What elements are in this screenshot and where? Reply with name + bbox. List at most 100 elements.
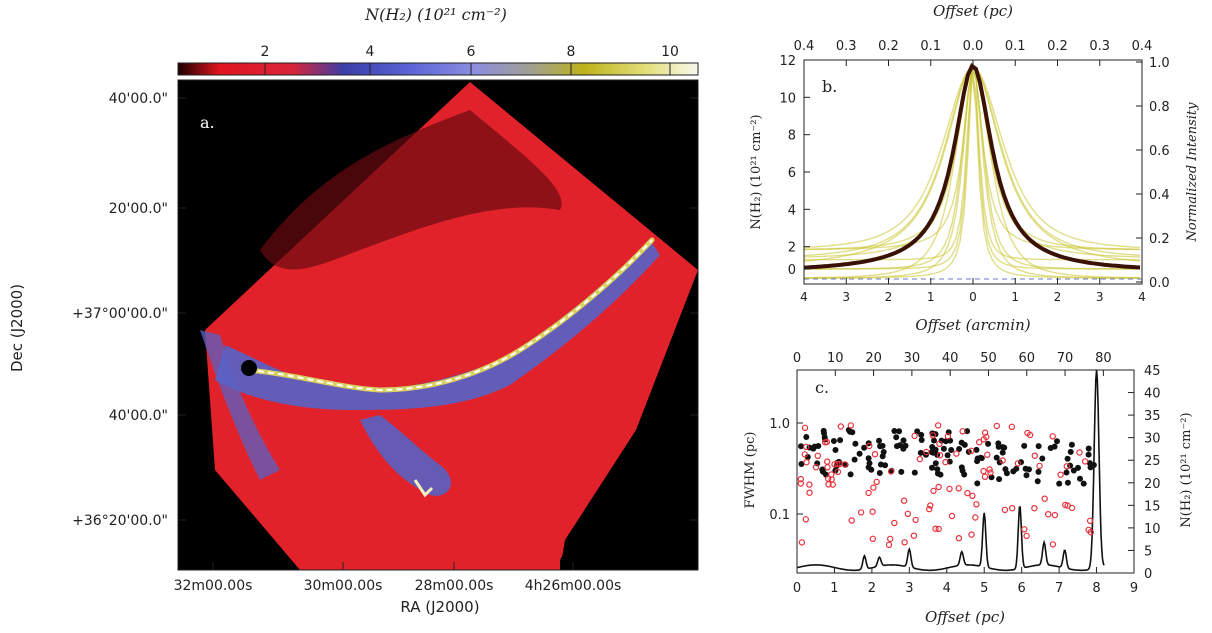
fwhm-point-black — [1018, 459, 1024, 466]
colorbar-tick-label: 2 — [261, 44, 270, 60]
panel-c-top-tick: 50 — [980, 351, 997, 366]
fwhm-point-black — [911, 469, 918, 476]
panel-b-left-tick: 10 — [779, 91, 796, 106]
fwhm-point-black — [929, 444, 936, 450]
fwhm-point-red — [942, 458, 949, 466]
fwhm-point-black — [944, 452, 951, 459]
fwhm-point-red — [1068, 504, 1076, 512]
fwhm-point-red — [866, 442, 873, 450]
fwhm-point-red — [993, 422, 1001, 430]
fwhm-point-red — [901, 539, 908, 546]
fwhm-point-black — [937, 471, 944, 478]
fwhm-point-black — [898, 468, 905, 475]
ra-tick-labels: 32m00.00s 30m00.00s 28m00.00s 4h26m00.00s — [174, 562, 621, 594]
panel-b-top-tick: 0.4 — [794, 39, 815, 54]
fwhm-point-black — [993, 454, 1000, 461]
fwhm-point-black — [996, 459, 1003, 466]
dec-tick-label: +37°00'00.0" — [72, 306, 168, 322]
fwhm-point-red — [932, 525, 939, 532]
branch-crest — [413, 479, 434, 498]
panel-c-right-tick: 0 — [1144, 567, 1152, 582]
fwhm-point-black — [900, 437, 907, 444]
fwhm-point-black — [819, 466, 826, 473]
panel-a-letter: a. — [200, 113, 215, 132]
fwhm-point-red — [814, 452, 822, 459]
fwhm-point-black — [1063, 469, 1070, 476]
fwhm-point-red — [1014, 460, 1022, 467]
fwhm-point-black — [1077, 475, 1083, 482]
panel-b-right-tick: 1.0 — [1149, 56, 1170, 71]
panel-b-right-tick: 0.6 — [1149, 144, 1170, 159]
filament-blue-envelope — [215, 240, 660, 410]
fwhm-point-black — [961, 471, 968, 478]
panel-c-left-tick: 0.1 — [769, 508, 790, 523]
fwhm-point-red — [900, 497, 908, 504]
fwhm-point-black — [1003, 470, 1010, 477]
fwhm-point-red — [891, 519, 898, 527]
fwhm-point-black — [974, 480, 981, 487]
fwhm-point-black — [1035, 443, 1042, 450]
ra-axis-label: RA (J2000) — [400, 598, 479, 616]
fwhm-point-red — [887, 468, 895, 475]
fwhm-point-red — [848, 517, 855, 524]
map-edge-blue — [200, 330, 280, 480]
ra-tick-label: 30m00.00s — [304, 578, 383, 594]
panel-b-left-tick: 8 — [788, 129, 796, 144]
fwhm-point-red — [935, 483, 942, 491]
panel-c-ylabel-left: FWHM (pc) — [743, 432, 758, 509]
panel-b-bottom-tick: 3 — [842, 290, 850, 304]
ra-tick-label: 32m00.00s — [174, 578, 253, 594]
fwhm-point-red — [955, 485, 962, 492]
fwhm-point-red — [955, 535, 963, 542]
fwhm-point-red — [803, 459, 810, 466]
map-black-dot — [241, 360, 257, 376]
panel-c-bottom-tick: 9 — [1130, 581, 1138, 596]
panel-b-left-tick: 2 — [788, 241, 796, 256]
panel-c-top-tick: 70 — [1057, 351, 1074, 366]
panel-b-top-tick: 0.4 — [1132, 39, 1153, 54]
dec-tick-labels: 40'00.0" 20'00.0" +37°00'00.0" 40'00.0" +36°… — [72, 91, 698, 529]
panel-c-top-tick: 40 — [942, 351, 959, 366]
panel-c-bottom-tick: 1 — [830, 581, 838, 596]
fwhm-point-black — [798, 461, 805, 467]
panel-c-right-tick: 25 — [1144, 454, 1161, 469]
fwhm-point-black — [1075, 464, 1081, 471]
panel-b-left-tick: 0 — [788, 263, 796, 278]
panel-c-right-tick: 5 — [1144, 544, 1152, 559]
fwhm-point-red — [936, 452, 944, 459]
colorbar-label: N(H₂) (10²¹ cm⁻²) — [364, 5, 507, 24]
fwhm-point-red — [944, 433, 952, 440]
panel-c-bottom-tick: 5 — [980, 581, 988, 596]
fwhm-point-red — [981, 429, 989, 436]
panel-c: c. Offset (pc) FWHM (pc) N(H₂) (10²¹ cm⁻… — [743, 351, 1194, 626]
fwhm-point-black — [985, 440, 992, 447]
panel-b-bottom-tick: 4 — [800, 290, 808, 304]
panel-c-ticks: 0 1 2 3 4 5 6 7 8 90 10 20 30 40 50 60 70 800510152025303… — [769, 351, 1160, 596]
fwhm-point-black — [973, 446, 980, 453]
fwhm-point-black — [1039, 455, 1046, 462]
panel-b-right-tick: 0.0 — [1149, 276, 1170, 291]
fwhm-point-red — [927, 502, 934, 509]
colorbar-ticks: 2 4 6 8 10 — [261, 44, 679, 75]
fwhm-point-red — [1021, 526, 1028, 533]
fwhm-point-red — [1076, 449, 1083, 456]
fwhm-point-black — [918, 431, 925, 438]
panel-b-ticks: 4 3 2 1 0 1 2 3 40.4 0.3 0.2 0.1 0.0 0.1 0.2 0.3 0.40246… — [779, 39, 1169, 304]
map-corner-gap — [560, 420, 698, 570]
fwhm-point-black — [977, 454, 984, 461]
fwhm-point-black — [1021, 442, 1028, 449]
colorbar-tick-label: 8 — [567, 44, 576, 60]
panel-b-bottom-tick: 3 — [1096, 290, 1104, 304]
panel-c-top-tick: 60 — [1018, 351, 1035, 366]
fwhm-point-red — [801, 451, 809, 458]
fwhm-point-red — [836, 460, 843, 468]
fwhm-point-red — [1041, 495, 1048, 502]
fwhm-point-black — [996, 476, 1003, 483]
panel-b-right-tick: 0.2 — [1149, 232, 1170, 247]
fwhm-point-black — [856, 450, 863, 457]
fwhm-point-red — [1031, 505, 1038, 512]
fwhm-point-black — [876, 470, 883, 476]
fwhm-point-red — [806, 489, 813, 496]
fwhm-point-red — [1061, 501, 1069, 509]
fwhm-point-black — [861, 444, 868, 451]
